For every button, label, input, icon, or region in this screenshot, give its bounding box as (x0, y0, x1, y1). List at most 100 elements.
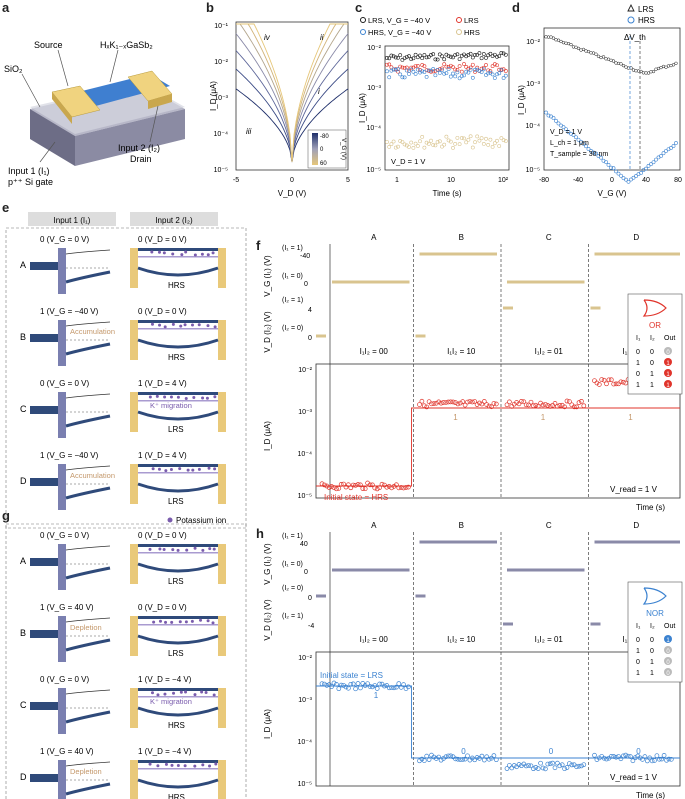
xtick: 0 (610, 177, 614, 184)
hrs-point (586, 147, 591, 151)
input2-state: 0 (V_D = 0 V) (138, 603, 187, 612)
device-schematic: Source HₓK₁₋ₓGaSb₂ SiO₂ Input 1 (I₁) p⁺⁺… (4, 40, 185, 187)
potassium-ion (148, 395, 152, 399)
id-point (604, 756, 609, 762)
id-point (469, 399, 475, 405)
table-cell: 1 (650, 371, 654, 378)
id-point (406, 684, 411, 690)
potassium-ion (208, 764, 212, 768)
table-cell: 1 (636, 648, 640, 655)
id-point (611, 754, 617, 759)
id-point (329, 484, 334, 489)
resistance-state: LRS (168, 649, 184, 658)
data-point (400, 57, 405, 62)
data-point (451, 71, 455, 76)
id-point (592, 378, 597, 384)
id-tick: 10⁻³ (298, 409, 312, 416)
id-point (599, 377, 605, 382)
data-point (415, 63, 420, 68)
vg-axis-label: V_G (I₁) (V) (263, 255, 272, 297)
id-point (538, 760, 543, 766)
data-point (457, 64, 462, 69)
vg-tick: 40 (300, 541, 308, 548)
xtick: 10² (498, 177, 509, 184)
data-point (442, 62, 447, 67)
potassium-ion (157, 467, 161, 471)
id-point (528, 763, 534, 769)
id-point (666, 756, 672, 762)
id-point (504, 402, 510, 408)
row-letter: B (20, 628, 26, 638)
potassium-ion (176, 763, 180, 767)
data-point (484, 136, 488, 141)
lrs-point (644, 71, 648, 75)
data-point (451, 145, 455, 150)
output-indicator (664, 358, 672, 366)
id-point (362, 486, 368, 492)
id-point (426, 757, 432, 762)
id-point (406, 484, 411, 490)
panel-label-f: f (256, 238, 261, 253)
out-value: 1 (453, 413, 458, 422)
id-point (604, 381, 609, 387)
id-point (358, 482, 363, 488)
lrs-point (551, 36, 556, 40)
data-point (473, 140, 477, 145)
id-tick: 10⁻⁴ (298, 451, 313, 458)
potassium-ion (193, 693, 197, 697)
id-point (353, 686, 358, 692)
id-axis-label: I_D (μA) (263, 421, 272, 451)
potassium-ion (179, 690, 183, 694)
input2-state: 0 (V_D = 0 V) (138, 307, 187, 316)
id-point (601, 377, 607, 383)
table-cell: 1 (636, 382, 640, 389)
param-line: T_sample = 30 nm (550, 151, 608, 158)
gate-oxide (58, 464, 66, 510)
id-point (531, 766, 536, 772)
substrate-front (75, 109, 185, 166)
lrs-point (589, 51, 593, 55)
y-axis-label: I_D (μA) (358, 93, 367, 123)
id-point (526, 763, 531, 768)
xtick: -5 (233, 177, 239, 184)
id-tick: 10⁻² (298, 655, 312, 662)
hrs-point (651, 160, 656, 165)
drain-electrode (218, 464, 226, 504)
source-electrode (130, 616, 138, 656)
id-point (620, 379, 626, 385)
note-text: Accumulation (70, 327, 115, 336)
gate-oxide (58, 544, 66, 590)
data-point (495, 138, 499, 143)
drain-electrode (218, 248, 226, 288)
potassium-ion (197, 467, 201, 471)
potassium-ion (212, 547, 216, 551)
id-point (507, 763, 512, 768)
id-point (355, 681, 361, 686)
output-indicator (664, 380, 672, 388)
data-point (462, 73, 466, 78)
potassium-ion (201, 763, 205, 767)
data-point (387, 56, 392, 61)
potassium-ion (200, 252, 204, 256)
id-point (436, 754, 442, 760)
data-point (437, 139, 442, 144)
potassium-ion (211, 621, 215, 625)
potassium-ion (150, 250, 154, 254)
table-cell: 0 (636, 349, 640, 356)
hrs-point (554, 118, 558, 123)
id-point (545, 761, 551, 767)
id-point (540, 402, 546, 408)
hrs-point (616, 171, 621, 176)
id-point (329, 684, 334, 689)
segment-label: A (371, 521, 377, 530)
input2-state: 0 (V_D = 0 V) (138, 531, 187, 540)
xtick: -80 (539, 177, 549, 184)
data-point (415, 55, 420, 60)
potassium-ion (199, 618, 203, 622)
potassium-ion (152, 620, 156, 624)
lrs-point (649, 70, 653, 74)
hrs-point (591, 150, 596, 155)
id-point (419, 756, 425, 762)
id-point (523, 763, 529, 769)
id-point (652, 758, 657, 763)
